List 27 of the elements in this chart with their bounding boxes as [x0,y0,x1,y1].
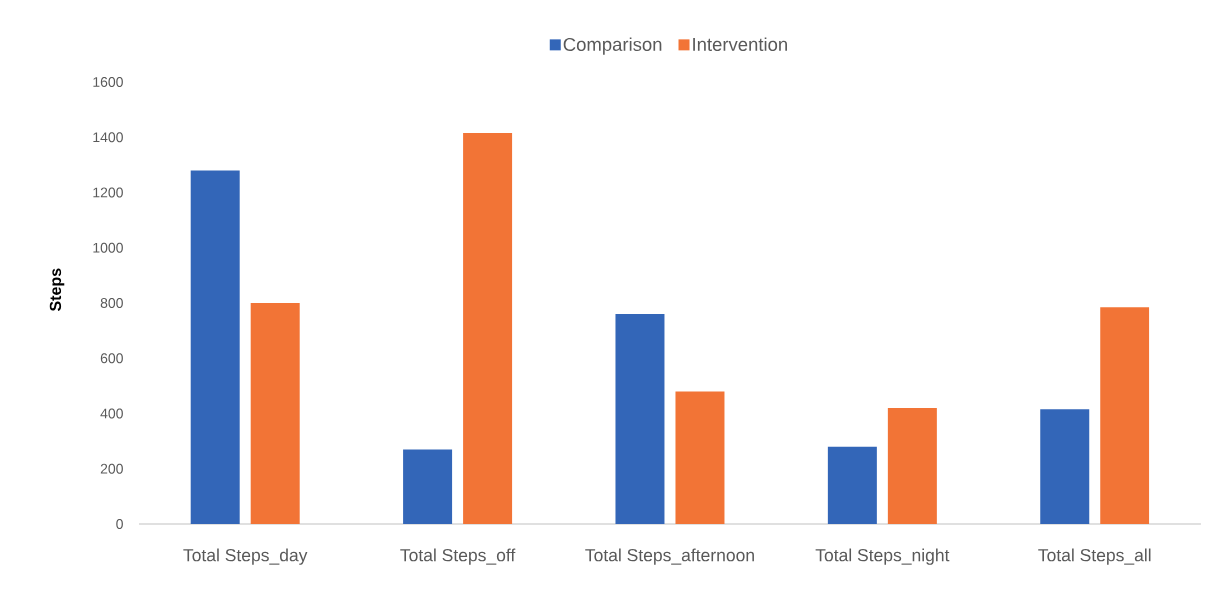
x-tick-label: Total Steps_afternoon [585,548,754,565]
bar [463,133,513,524]
y-tick-label: 1000 [93,242,123,253]
y-axis-title: Steps [49,268,65,312]
bar [403,449,453,524]
bar [1040,409,1090,524]
y-tick-label: 1400 [93,132,123,143]
y-tick-label: 1200 [93,187,123,198]
bar [827,446,877,524]
y-tick-label: 800 [100,298,123,308]
legend-label: Comparison [563,37,662,55]
bar [190,170,240,524]
x-tick-label: Total Steps_all [1038,548,1151,565]
x-tick-label: Total Steps_off [400,548,516,565]
x-tick-label: Total Steps_day [183,548,308,565]
y-tick-label: 600 [100,353,123,364]
y-tick-label: 400 [100,408,123,419]
bar [887,407,937,524]
bar [250,302,300,524]
bar [1100,307,1150,524]
legend-label: Intervention [693,37,787,51]
y-tick-label: 200 [100,463,123,474]
x-tick-label: Total Steps_night [815,548,950,565]
y-tick-label: 0 [116,519,123,529]
bar [675,391,725,524]
y-tick-label: 1600 [93,77,123,87]
bar [615,314,665,524]
